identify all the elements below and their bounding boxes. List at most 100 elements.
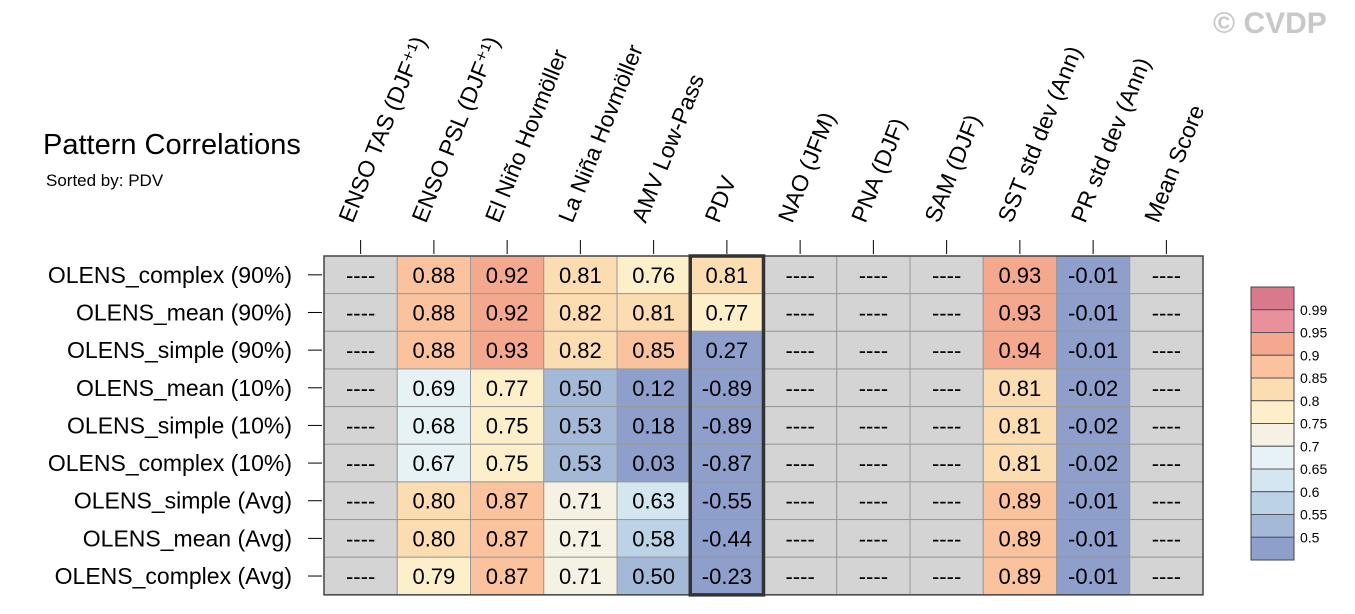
cell-value: -0.44 (702, 526, 752, 551)
heatmap-cell (470, 556, 545, 596)
heatmap-cell (763, 255, 838, 295)
column-label: PNA (DJF) (846, 114, 911, 226)
row-label: OLENS_mean (90%) (76, 299, 292, 325)
heatmap-cell (982, 330, 1057, 370)
cell-value: 0.80 (412, 489, 455, 514)
cell-value: ---- (932, 451, 961, 476)
cell-value: ---- (859, 451, 888, 476)
heatmap-cell (982, 293, 1057, 332)
cell-value: ---- (1152, 564, 1181, 589)
cell-value: 0.50 (632, 564, 675, 589)
heatmap-cell (1129, 556, 1204, 596)
cell-value: ---- (785, 451, 814, 476)
cell-value: 0.75 (486, 451, 529, 476)
heatmap-cell (1056, 481, 1131, 521)
row-label: OLENS_simple (90%) (67, 337, 292, 363)
colorbar-label: 0.55 (1300, 507, 1327, 523)
column-labels: ENSO TAS (DJF⁺¹)ENSO PSL (DJF⁺¹)El Niño … (333, 33, 1209, 254)
heatmap-cell (323, 519, 398, 558)
cell-value: 0.82 (559, 300, 602, 325)
heatmap-cell (396, 368, 471, 408)
colorbar-label: 0.8 (1300, 393, 1320, 409)
column-label: NAO (JFM) (773, 108, 841, 226)
sorted-column-highlight (688, 254, 766, 597)
cell-value: 0.81 (705, 263, 748, 288)
colorbar-border (1250, 286, 1295, 561)
cell-value: 0.93 (998, 263, 1041, 288)
heatmap-cell (909, 443, 984, 483)
heatmap-cell (1056, 556, 1131, 596)
heatmap-cell (763, 519, 838, 558)
heatmap-cell (909, 368, 984, 408)
cell-value: ---- (346, 526, 375, 551)
cell-value: 0.27 (705, 338, 748, 363)
colorbar-segment (1250, 468, 1295, 493)
cell-value: ---- (932, 413, 961, 438)
colorbar-segment (1250, 377, 1295, 402)
cell-value: 0.71 (559, 526, 602, 551)
cell-value: -0.02 (1068, 413, 1118, 438)
cell-value: ---- (859, 413, 888, 438)
cell-value: 0.77 (486, 376, 529, 401)
cell-value: -0.55 (702, 489, 752, 514)
cell-value: ---- (346, 489, 375, 514)
cell-value: 0.93 (486, 338, 529, 363)
row-label: OLENS_complex (90%) (48, 262, 292, 288)
cell-value: ---- (346, 413, 375, 438)
cell-value: ---- (859, 300, 888, 325)
colorbar-segment (1250, 514, 1295, 538)
cell-value: 0.75 (486, 413, 529, 438)
colorbar-label: 0.99 (1300, 302, 1327, 318)
heatmap-cell (909, 556, 984, 596)
cell-value: -0.23 (702, 564, 752, 589)
cell-value: 0.88 (412, 263, 455, 288)
heatmap-cell (836, 519, 911, 558)
cell-value: -0.01 (1068, 564, 1118, 589)
heatmap-cell (982, 406, 1057, 445)
heatmap-cells: ---- 0.88 0.92 0.81 0.76 0.81 ---- ---- ---- 0.93… (323, 254, 1204, 597)
cell-value: ---- (1152, 489, 1181, 514)
colorbar-label: 0.6 (1300, 484, 1320, 500)
cell-value: ---- (1152, 338, 1181, 363)
heatmap-cell (1056, 368, 1131, 408)
cell-value: 0.81 (998, 451, 1041, 476)
heatmap-cell (689, 293, 764, 332)
heatmap-cell (323, 556, 398, 596)
cell-value: 0.88 (412, 300, 455, 325)
colorbar-segment (1250, 309, 1295, 333)
cell-value: ---- (932, 300, 961, 325)
cell-value: 0.93 (998, 300, 1041, 325)
cell-value: -0.02 (1068, 376, 1118, 401)
heatmap-cell (1056, 406, 1131, 445)
cell-value: 0.88 (412, 338, 455, 363)
heatmap-cell (543, 255, 618, 295)
heatmap-cell (323, 255, 398, 295)
cell-value: ---- (859, 263, 888, 288)
cell-value: ---- (785, 489, 814, 514)
cell-value: -0.01 (1068, 489, 1118, 514)
colorbar-segment (1250, 332, 1295, 356)
heatmap-cell (836, 330, 911, 370)
row-label: OLENS_mean (10%) (76, 375, 292, 401)
cell-value: ---- (785, 564, 814, 589)
heatmap-cell (470, 481, 545, 521)
heatmap-cell (1129, 443, 1204, 483)
row-label: OLENS_simple (Avg) (74, 488, 292, 514)
heatmap-cell (763, 368, 838, 408)
heatmap-cell (982, 255, 1057, 295)
cell-value: 0.68 (412, 413, 455, 438)
heatmap-cell (1129, 330, 1204, 370)
heatmap-cell (396, 481, 471, 521)
cell-value: ---- (346, 338, 375, 363)
colorbar-label: 0.5 (1300, 529, 1320, 545)
cell-value: 0.71 (559, 564, 602, 589)
cell-value: 0.87 (486, 526, 529, 551)
cell-value: ---- (859, 338, 888, 363)
heatmap-cell (396, 406, 471, 445)
cell-value: ---- (859, 489, 888, 514)
cell-value: 0.63 (632, 489, 675, 514)
colorbar: 0.99 0.95 0.9 0.85 0.8 0.75 0.7 0.65 0.6 0.55 0.5 (1250, 286, 1327, 561)
cell-value: -0.02 (1068, 451, 1118, 476)
cell-value: ---- (1152, 413, 1181, 438)
